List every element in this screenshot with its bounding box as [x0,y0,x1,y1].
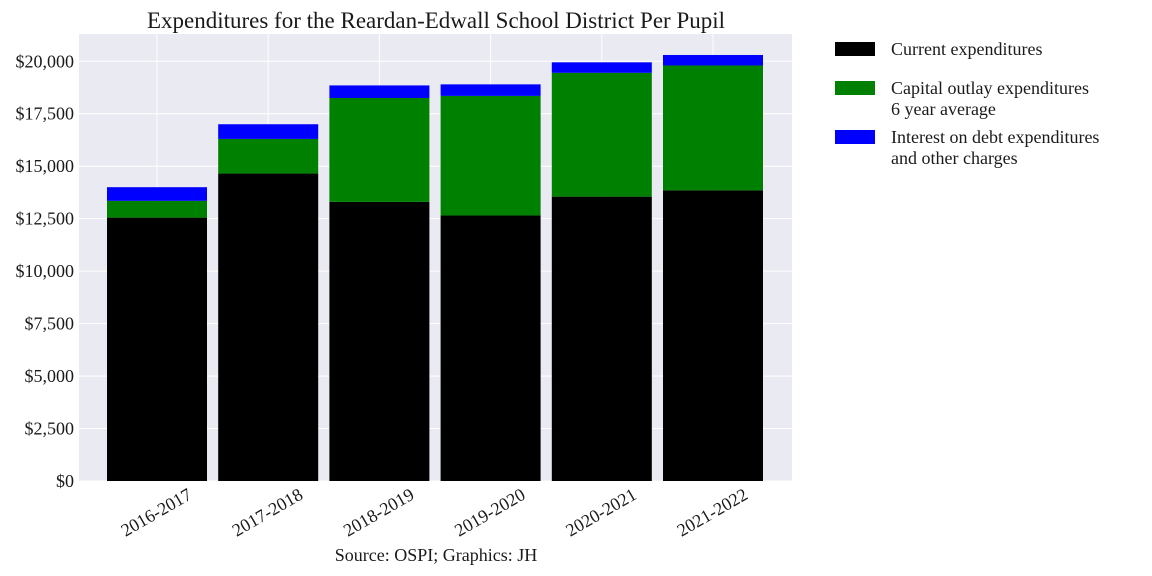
bar-segment-series-1-2021-2022 [663,190,763,481]
y-tick-label: $12,500 [16,209,75,229]
legend-swatch [835,130,875,144]
bar-segment-series-3-2018-2019 [329,85,430,99]
y-tick-label: $2,500 [25,419,75,439]
legend-swatch [835,81,875,95]
bar-segment-series-3-2016-2017 [107,187,207,201]
bar-segment-series-3-2019-2020 [440,84,541,96]
y-tick-label: $17,500 [16,104,75,124]
x-tick-label: 2021-2022 [673,484,751,540]
bar-segment-series-1-2016-2017 [107,217,207,481]
y-tick-labels: $0 $2,500 $5,000 $7,500 $10,000 $12,500 $15,00… [16,51,75,491]
legend-label: Interest on debt expenditures [891,127,1099,147]
bar-segment-series-3-2017-2018 [218,124,319,139]
y-tick-label: $10,000 [16,261,75,281]
legend-label: Capital outlay expenditures [891,78,1089,98]
x-tick-label: 2019-2020 [451,484,529,540]
x-tick-label: 2016-2017 [117,484,195,540]
legend-label: and other charges [891,148,1018,168]
bars [107,54,763,481]
bar-segment-series-2-2019-2020 [440,95,541,216]
x-tick-labels: 2016-2017 2017-2018 2018-2019 2019-2020 2020… [117,484,751,540]
legend-label: Current expenditures [891,39,1042,59]
y-tick-label: $7,500 [25,314,75,334]
legend: Current expenditures Capital outlay expen… [835,39,1099,168]
bar-segment-series-3-2021-2022 [663,54,763,66]
bar-segment-series-1-2017-2018 [218,173,319,481]
y-tick-label: $15,000 [16,156,75,176]
y-tick-label: $5,000 [25,366,75,386]
bar-segment-series-2-2016-2017 [107,200,207,218]
legend-swatch [835,42,875,56]
source-caption: Source: OSPI; Graphics: JH [335,545,537,565]
x-tick-label: 2018-2019 [340,484,418,540]
bar-segment-series-3-2020-2021 [551,62,652,73]
y-tick-label: $0 [56,471,74,491]
x-tick-label: 2020-2021 [562,484,640,540]
chart-title: Expenditures for the Reardan-Edwall Scho… [147,8,725,33]
bar-segment-series-1-2019-2020 [440,215,541,481]
y-tick-label: $20,000 [16,51,75,71]
bar-segment-series-2-2021-2022 [663,65,763,191]
legend-label: 6 year average [891,99,996,119]
bar-segment-series-2-2017-2018 [218,138,319,174]
bar-segment-series-1-2018-2019 [329,201,430,481]
bar-segment-series-2-2018-2019 [329,98,430,202]
bar-segment-series-1-2020-2021 [551,196,652,481]
bar-segment-series-2-2020-2021 [551,72,652,197]
x-tick-label: 2017-2018 [229,484,307,540]
